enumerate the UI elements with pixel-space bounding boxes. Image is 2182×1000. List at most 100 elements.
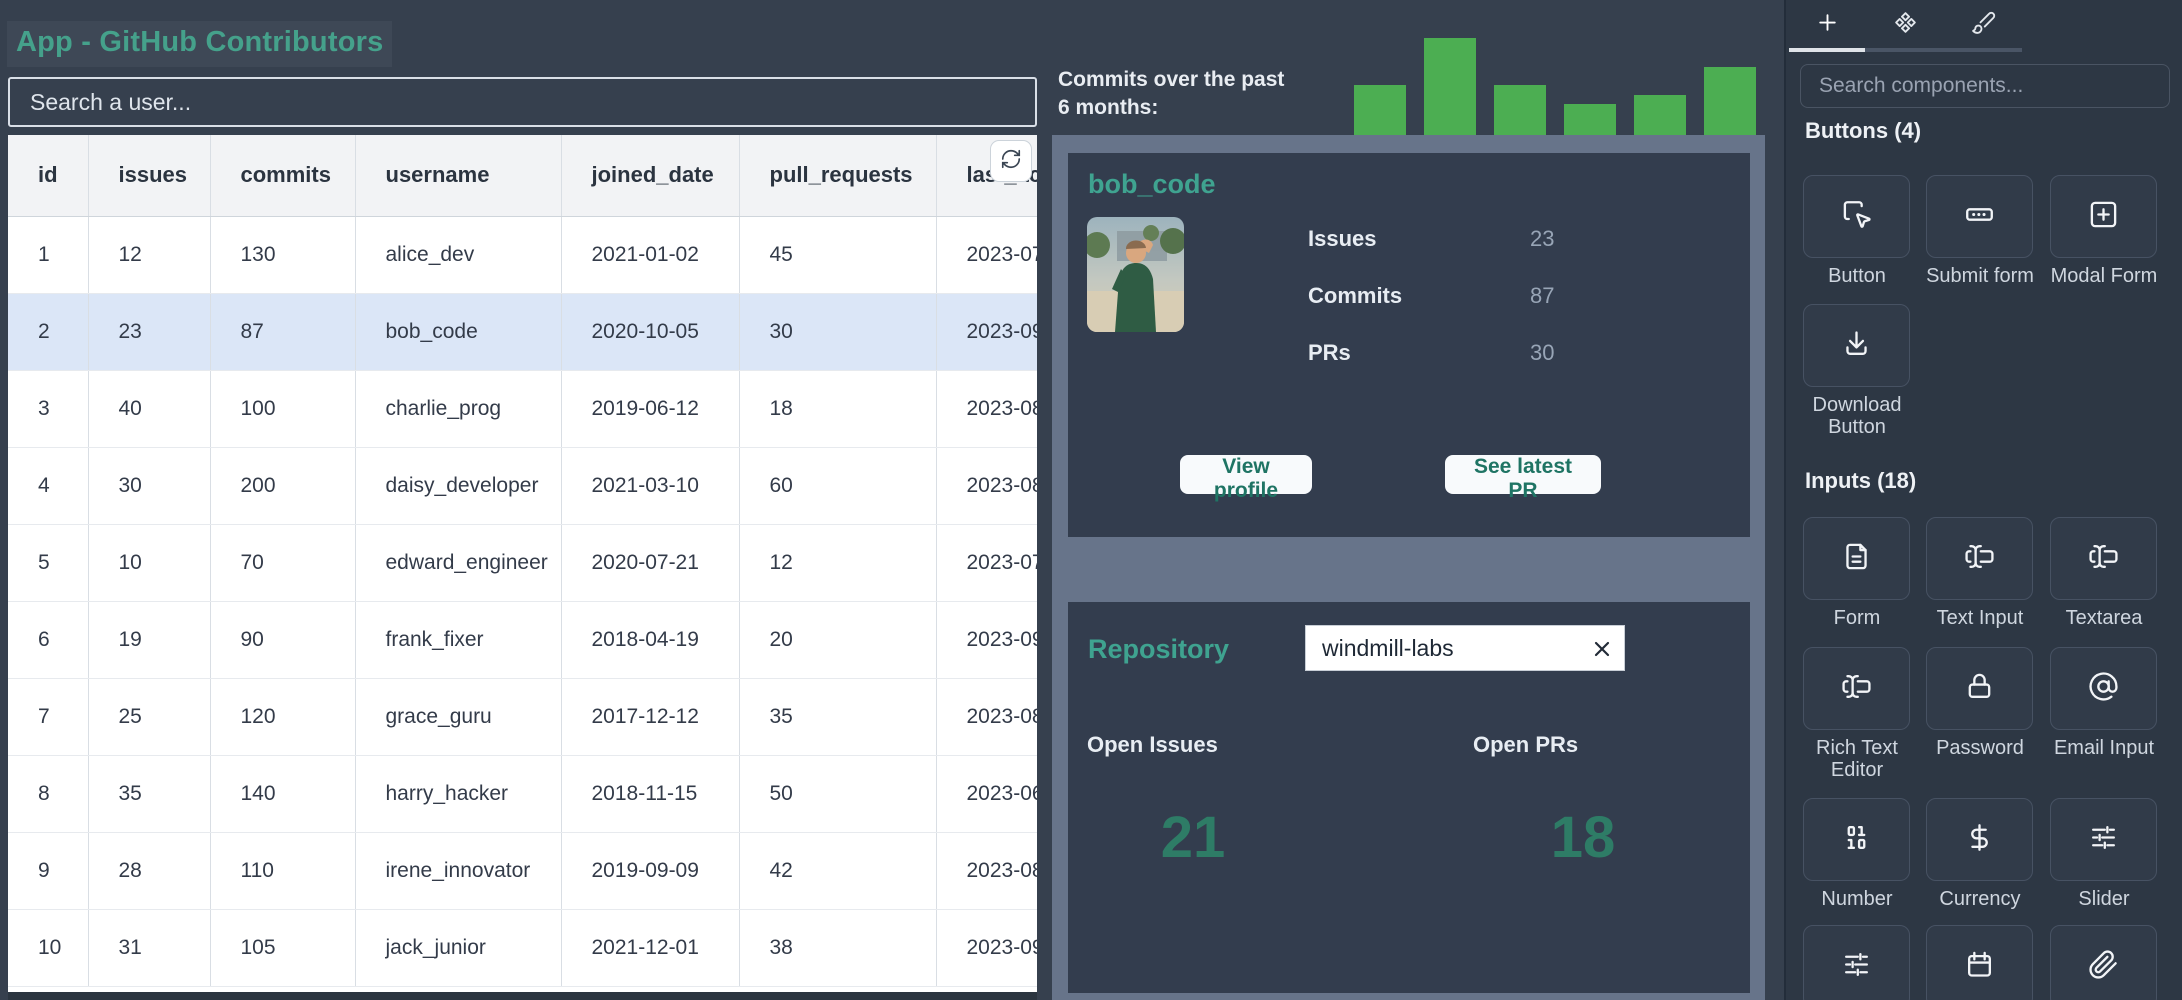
table-cell[interactable]: 4	[8, 447, 89, 525]
table-cell[interactable]: 2	[8, 293, 89, 371]
see-latest-pr-button[interactable]: See latest PR	[1445, 455, 1601, 502]
table-cell[interactable]: frank_fixer	[355, 601, 562, 679]
table-cell[interactable]: 2023-08	[936, 447, 1037, 525]
table-cell[interactable]: charlie_prog	[355, 370, 562, 448]
view-profile-button[interactable]: View profile	[1180, 455, 1312, 502]
table-cell[interactable]: 2023-07	[936, 216, 1037, 294]
column-header[interactable]: issues	[88, 135, 211, 217]
table-row[interactable]: 3 40 100 charlie_prog 2019-06-12 18 2023-08	[8, 370, 1037, 448]
table-cell[interactable]: 20	[739, 601, 937, 679]
table-cell[interactable]: 7	[8, 678, 89, 756]
table-row[interactable]: 10 31 105 jack_junior 2021-12-01 38 2023-09	[8, 909, 1037, 987]
component-submit-form[interactable]	[1926, 175, 2033, 258]
component-currency[interactable]	[1926, 798, 2033, 881]
table-cell[interactable]: alice_dev	[355, 216, 562, 294]
table-cell[interactable]: jack_junior	[355, 909, 562, 987]
table-cell[interactable]: edward_engineer	[355, 524, 562, 602]
sidebar-tab-plus[interactable]	[1788, 4, 1866, 46]
component-download-button[interactable]	[1803, 304, 1910, 387]
table-row[interactable]: 7 25 120 grace_guru 2017-12-12 35 2023-08	[8, 678, 1037, 756]
table-cell[interactable]: 2023-08	[936, 832, 1037, 910]
table-cell[interactable]: daisy_developer	[355, 447, 562, 525]
table-cell[interactable]: 35	[88, 755, 211, 833]
table-cell[interactable]: 8	[8, 755, 89, 833]
table-row[interactable]: 6 19 90 frank_fixer 2018-04-19 20 2023-09	[8, 601, 1037, 679]
component-email-input[interactable]	[2050, 647, 2157, 730]
component-calendar[interactable]	[1926, 925, 2033, 1000]
table-row[interactable]: 1 12 130 alice_dev 2021-01-02 45 2023-07	[8, 216, 1037, 294]
table-cell[interactable]: 30	[739, 293, 937, 371]
table-row[interactable]: 8 35 140 harry_hacker 2018-11-15 50 2023-06	[8, 755, 1037, 833]
table-cell[interactable]: 45	[739, 216, 937, 294]
table-cell[interactable]: 70	[210, 524, 356, 602]
table-cell[interactable]: 2017-12-12	[561, 678, 740, 756]
table-row[interactable]: 2 23 87 bob_code 2020-10-05 30 2023-09	[8, 293, 1037, 371]
table-cell[interactable]: 2021-03-10	[561, 447, 740, 525]
table-cell[interactable]: 2018-04-19	[561, 601, 740, 679]
table-cell[interactable]: 5	[8, 524, 89, 602]
table-cell[interactable]: 1	[8, 216, 89, 294]
column-header[interactable]: username	[355, 135, 562, 217]
table-cell[interactable]: 28	[88, 832, 211, 910]
table-cell[interactable]: 23	[88, 293, 211, 371]
table-cell[interactable]: 2023-09	[936, 909, 1037, 987]
table-cell[interactable]: 10	[8, 909, 89, 987]
table-cell[interactable]: 90	[210, 601, 356, 679]
component-rich-text-editor[interactable]	[1803, 647, 1910, 730]
table-horizontal-scrollbar[interactable]	[8, 992, 1037, 1000]
column-header[interactable]: joined_date	[561, 135, 740, 217]
component-slider[interactable]	[2050, 798, 2157, 881]
component-sliders[interactable]	[1803, 925, 1910, 1000]
table-cell[interactable]: 18	[739, 370, 937, 448]
table-cell[interactable]: 6	[8, 601, 89, 679]
table-cell[interactable]: 2020-07-21	[561, 524, 740, 602]
table-cell[interactable]: 12	[88, 216, 211, 294]
table-cell[interactable]: 130	[210, 216, 356, 294]
table-cell[interactable]: bob_code	[355, 293, 562, 371]
table-cell[interactable]: grace_guru	[355, 678, 562, 756]
table-cell[interactable]: irene_innovator	[355, 832, 562, 910]
table-cell[interactable]: 2020-10-05	[561, 293, 740, 371]
table-cell[interactable]: 50	[739, 755, 937, 833]
table-cell[interactable]: 2021-01-02	[561, 216, 740, 294]
search-input[interactable]	[8, 77, 1037, 127]
table-row[interactable]: 4 30 200 daisy_developer 2021-03-10 60 2023-08	[8, 447, 1037, 525]
table-cell[interactable]: 110	[210, 832, 356, 910]
table-cell[interactable]: 105	[210, 909, 356, 987]
table-cell[interactable]: 60	[739, 447, 937, 525]
component-number[interactable]	[1803, 798, 1910, 881]
table-cell[interactable]: 120	[210, 678, 356, 756]
table-cell[interactable]: 87	[210, 293, 356, 371]
table-cell[interactable]: 140	[210, 755, 356, 833]
table-cell[interactable]: 2019-06-12	[561, 370, 740, 448]
table-row[interactable]: 5 10 70 edward_engineer 2020-07-21 12 2023-07	[8, 524, 1037, 602]
clear-input-icon[interactable]	[1590, 637, 1614, 661]
table-cell[interactable]: 31	[88, 909, 211, 987]
table-row[interactable]: 9 28 110 irene_innovator 2019-09-09 42 2023-08	[8, 832, 1037, 910]
table-cell[interactable]: 40	[88, 370, 211, 448]
table-cell[interactable]: 38	[739, 909, 937, 987]
table-cell[interactable]: 19	[88, 601, 211, 679]
sidebar-tab-paintbrush[interactable]	[1944, 4, 2022, 46]
component-search-input[interactable]	[1800, 64, 2170, 108]
table-cell[interactable]: 42	[739, 832, 937, 910]
table-cell[interactable]: harry_hacker	[355, 755, 562, 833]
table-cell[interactable]: 2023-08	[936, 678, 1037, 756]
table-cell[interactable]: 2019-09-09	[561, 832, 740, 910]
table-cell[interactable]: 100	[210, 370, 356, 448]
sidebar-tab-components[interactable]	[1866, 4, 1944, 46]
table-cell[interactable]: 2023-07	[936, 524, 1037, 602]
table-cell[interactable]: 2023-08	[936, 370, 1037, 448]
table-cell[interactable]: 35	[739, 678, 937, 756]
component-text-input[interactable]	[1926, 517, 2033, 600]
table-cell[interactable]: 30	[88, 447, 211, 525]
table-cell[interactable]: 12	[739, 524, 937, 602]
column-header[interactable]: id	[8, 135, 89, 217]
table-cell[interactable]: 2023-09	[936, 293, 1037, 371]
repository-input[interactable]	[1306, 626, 1624, 670]
table-cell[interactable]: 200	[210, 447, 356, 525]
column-header[interactable]: commits	[210, 135, 356, 217]
table-cell[interactable]: 2023-09	[936, 601, 1037, 679]
component-password[interactable]	[1926, 647, 2033, 730]
table-cell[interactable]: 2021-12-01	[561, 909, 740, 987]
